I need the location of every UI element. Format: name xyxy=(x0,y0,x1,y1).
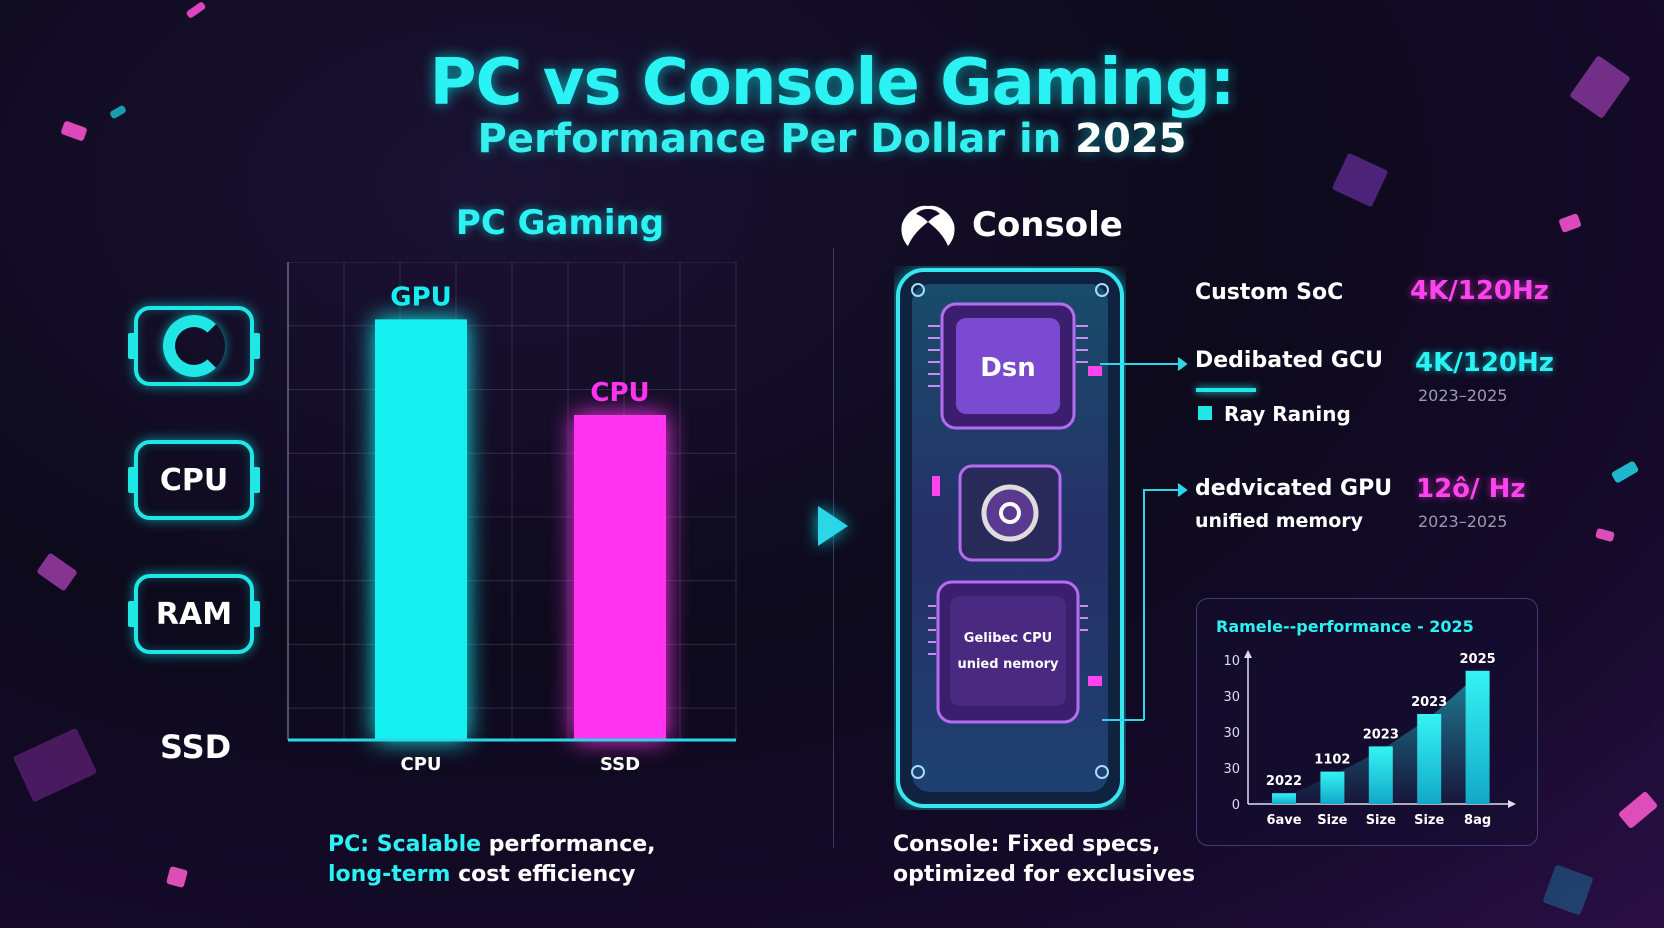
mini-y-tick-label: 30 xyxy=(1223,726,1240,741)
spec-label: Dedibated GCU xyxy=(1195,348,1383,373)
console-heading: Console xyxy=(898,202,1123,248)
spec-label: unified memory xyxy=(1195,510,1364,532)
console-caption: Console: Fixed specs, optimized for excl… xyxy=(893,830,1195,890)
subtitle-year: 2025 xyxy=(1075,116,1187,162)
pc-caption-highlight: long-term xyxy=(328,862,451,887)
confetti-decoration xyxy=(1595,527,1615,543)
console-heading-text: Console xyxy=(972,205,1123,245)
mini-x-tick-label: Size xyxy=(1366,813,1396,828)
confetti-decoration xyxy=(185,0,207,20)
bar-ssd xyxy=(574,414,666,740)
pc-bar-chart: GPU CPU CPU SSD xyxy=(287,262,737,775)
mini-x-tick-label: 6ave xyxy=(1266,813,1301,828)
page-subtitle: Performance Per Dollar in 2025 xyxy=(0,116,1664,162)
spec-underline xyxy=(1196,388,1256,392)
mini-x-arrow xyxy=(1508,800,1516,808)
component-label-ram: RAM xyxy=(155,596,233,632)
confetti-decoration xyxy=(1610,460,1640,484)
pc-caption-line2: long-term cost efficiency xyxy=(328,860,656,890)
component-label-cpu: CPU xyxy=(159,462,229,498)
chip-label-cpu: Gelibec CPU xyxy=(964,631,1052,646)
confetti-decoration xyxy=(1617,790,1659,830)
mini-chart-title: Ramele--performance - 2025 xyxy=(1216,617,1474,636)
pc-caption-text: cost efficiency xyxy=(450,862,636,887)
mini-x-tick-label: Size xyxy=(1317,813,1347,828)
spec-value: 4K/120Hz xyxy=(1415,348,1554,378)
confetti-decoration xyxy=(1542,864,1594,916)
component-label-ssd: SSD xyxy=(160,728,232,766)
chart-grid xyxy=(287,262,737,740)
connector-lines xyxy=(1100,357,1188,721)
mini-bar xyxy=(1272,793,1296,804)
bar-data-label: GPU xyxy=(390,282,452,312)
chart-axis: CPU SSD xyxy=(287,262,736,775)
mini-bar xyxy=(1320,771,1345,804)
mini-bar xyxy=(1368,746,1393,804)
pc-caption-highlight: PC: Scalable xyxy=(328,832,482,857)
x-tick-label: CPU xyxy=(400,754,441,775)
mini-bar xyxy=(1465,670,1490,804)
mini-bar-data-label: 1102 xyxy=(1314,753,1350,768)
cpu-chip-icon: CPU xyxy=(128,440,260,520)
spec-year: 2023–2025 xyxy=(1418,386,1508,405)
bar-cpu xyxy=(375,319,467,740)
mini-y-tick-label: 30 xyxy=(1223,762,1240,777)
console-caption-line1: Console: Fixed specs, xyxy=(893,832,1161,857)
gpu-chip-icon xyxy=(128,306,260,386)
pc-caption-text: performance, xyxy=(481,832,656,857)
mini-bar-chart: 0 30 30 30 10 2022 6ave 1102 Size 2023 Size 2023 Siz… xyxy=(1223,650,1516,828)
ring-icon xyxy=(163,315,225,377)
spec-label: dedvicated GPU xyxy=(1195,476,1393,501)
chart-bars: GPU CPU xyxy=(375,282,666,740)
mini-bar xyxy=(1417,714,1442,804)
spec-label: Custom SoC xyxy=(1195,280,1344,305)
spec-value: 4K/120Hz xyxy=(1410,276,1549,306)
mini-bar-data-label: 2022 xyxy=(1266,774,1302,789)
mini-y-tick-label: 30 xyxy=(1223,690,1240,705)
confetti-decoration xyxy=(12,727,98,803)
mini-x-tick-label: 8ag xyxy=(1464,813,1491,828)
pc-gaming-heading: PC Gaming xyxy=(455,203,665,243)
mini-bar-data-label: 2023 xyxy=(1411,695,1447,710)
section-divider xyxy=(833,248,834,848)
mini-x-tick-label: Size xyxy=(1414,813,1444,828)
mini-y-arrow xyxy=(1244,650,1252,658)
mini-chart-content: 0 30 30 30 10 2022 6ave 1102 Size 2023 Size 2023 Siz… xyxy=(1223,650,1516,828)
console-caption-line2: optimized for exclusives xyxy=(893,862,1196,887)
confetti-decoration xyxy=(165,865,189,889)
page-title: PC vs Console Gaming: xyxy=(429,46,1236,120)
arrow-right-icon xyxy=(818,506,848,546)
xbox-logo-icon xyxy=(901,205,955,246)
mini-bar-data-label: 2023 xyxy=(1363,727,1399,742)
mini-bar-data-label: 2025 xyxy=(1460,652,1496,667)
pc-caption: PC: Scalable performance, long-term cost… xyxy=(328,830,656,890)
chip-label-main: Dsn xyxy=(980,353,1036,383)
ram-chip-icon: RAM xyxy=(128,574,260,654)
console-device-illustration: Dsn Gelibec CPU unied nemory xyxy=(896,268,1124,808)
pc-caption-line1: PC: Scalable performance, xyxy=(328,830,656,860)
x-tick-label: SSD xyxy=(600,754,640,775)
confetti-decoration xyxy=(1558,213,1582,233)
bar-data-label: CPU xyxy=(590,378,649,408)
legend-square-icon xyxy=(1198,406,1212,420)
mini-y-tick-label: 10 xyxy=(1223,654,1240,669)
spec-value: 12ô/ Hz xyxy=(1416,474,1526,504)
confetti-decoration xyxy=(36,552,78,592)
subtitle-text: Performance Per Dollar in xyxy=(477,116,1062,162)
spec-year: 2023–2025 xyxy=(1418,512,1508,531)
mini-y-tick-label: 0 xyxy=(1232,798,1240,813)
spec-label: Ray Raning xyxy=(1224,402,1351,426)
chip-label-memory: unied nemory xyxy=(957,657,1059,672)
